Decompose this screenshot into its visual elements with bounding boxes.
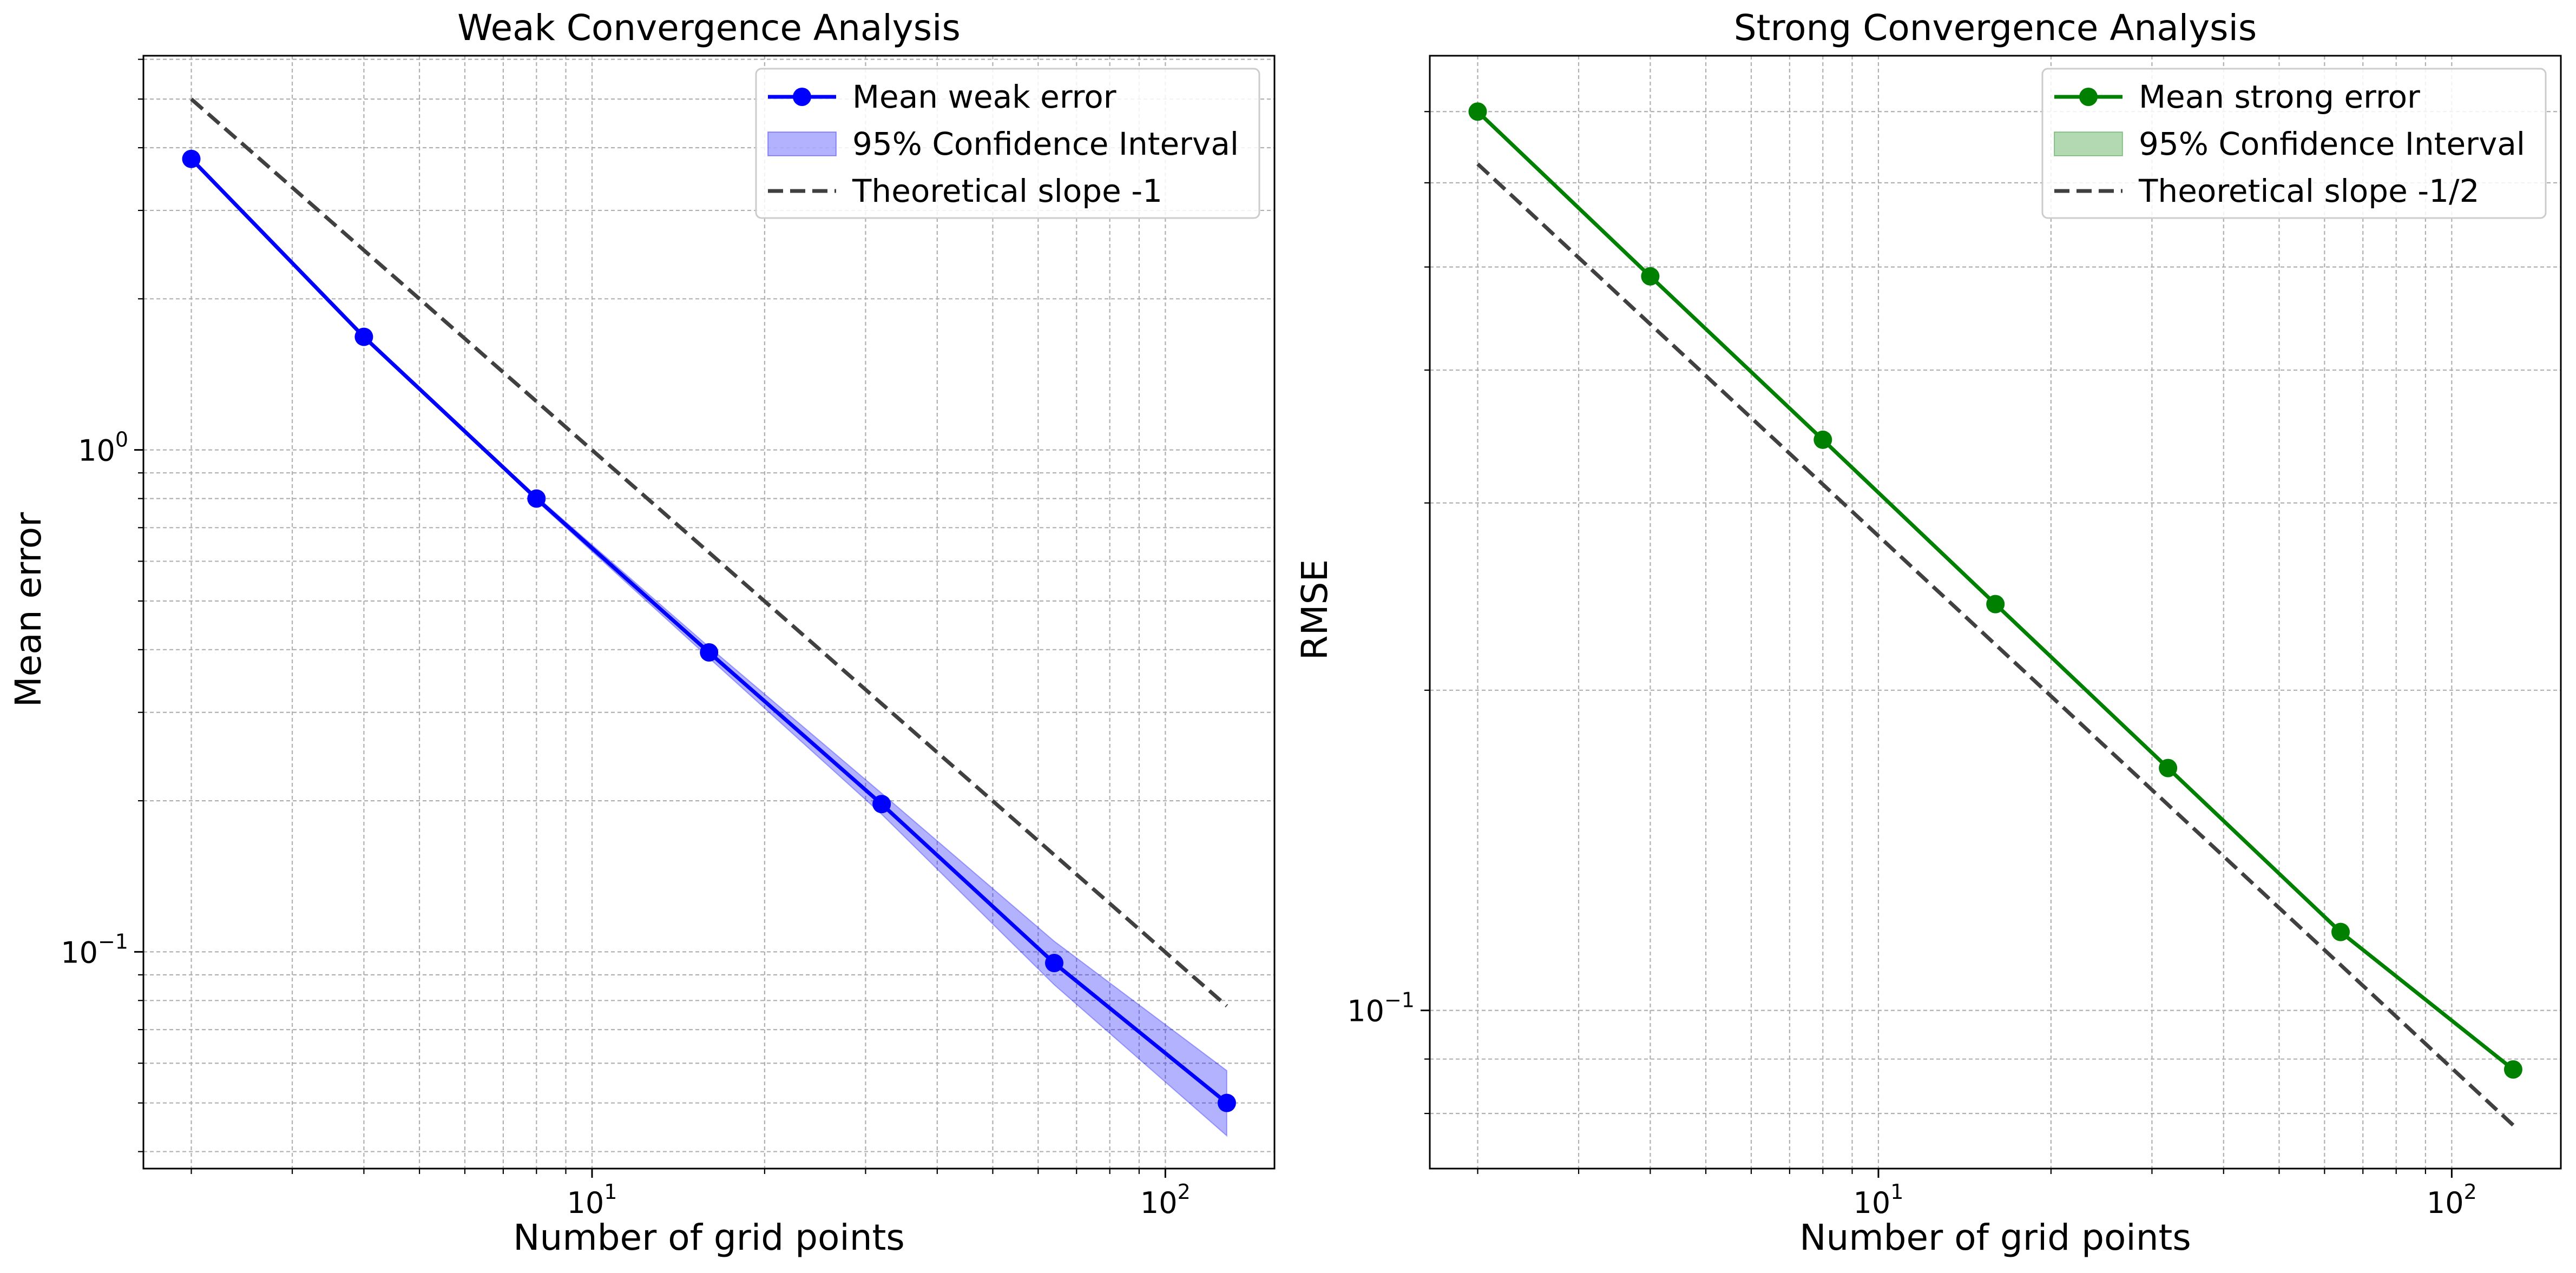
- y-tick-label: 10−1: [61, 929, 128, 969]
- data-point: [2331, 922, 2350, 941]
- data-point: [2503, 1060, 2522, 1079]
- legend-label: Theoretical slope -1/2: [2138, 173, 2479, 209]
- legend-handle-band: [2054, 131, 2123, 156]
- y-axis-label: RMSE: [1294, 559, 1336, 660]
- data-point: [872, 795, 891, 814]
- data-point: [1217, 1093, 1236, 1112]
- legend-box: [755, 68, 1260, 219]
- x-tick-label: 101: [1854, 1180, 1904, 1220]
- legend: Mean strong error 95% Confidence Interval…: [2041, 68, 2547, 219]
- y-axis-label: Mean error: [8, 512, 49, 707]
- data-point: [2159, 758, 2178, 777]
- chart-title: Strong Convergence Analysis: [1734, 7, 2257, 49]
- legend-handle-marker: [2079, 88, 2098, 106]
- data-point: [1045, 954, 1064, 973]
- legend-label: Theoretical slope -1: [852, 173, 1162, 209]
- legend-handle-marker: [793, 88, 811, 106]
- x-tick-label: 102: [2427, 1180, 2477, 1220]
- data-point: [700, 643, 719, 662]
- axes-frame: [1429, 55, 2562, 1170]
- legend-label: 95% Confidence Interval: [852, 126, 1239, 162]
- legend: Mean weak error 95% Confidence Interval Th…: [755, 68, 1260, 219]
- legend-label: 95% Confidence Interval: [2139, 126, 2525, 162]
- theoretical-slope-line: [1476, 162, 2515, 1127]
- x-axis-label: Number of grid points: [1799, 1217, 2191, 1258]
- x-axis-label: Number of grid points: [513, 1217, 905, 1258]
- axes-frame: [142, 55, 1276, 1170]
- y-tick-label: 100: [78, 428, 128, 468]
- weak-convergence-panel: Weak Convergence Analysis Number of grid…: [8, 7, 1276, 1258]
- data-point: [1468, 102, 1487, 121]
- legend-box: [2041, 68, 2547, 219]
- data-point: [182, 149, 201, 168]
- data-point: [527, 489, 546, 508]
- theoretical-slope-line: [190, 97, 1228, 1008]
- grid: [1430, 56, 2561, 1169]
- strong-convergence-panel: Strong Convergence Analysis Number of gr…: [1294, 7, 2562, 1258]
- legend-handle-band: [767, 131, 837, 156]
- data-point: [1813, 430, 1832, 449]
- legend-label: Mean strong error: [2139, 78, 2420, 115]
- y-tick-label: 10−1: [1347, 988, 1415, 1028]
- chart-title: Weak Convergence Analysis: [457, 7, 961, 49]
- x-tick-label: 101: [567, 1180, 617, 1220]
- data-point: [1641, 267, 1660, 286]
- legend-label: Mean weak error: [852, 78, 1116, 115]
- data-point: [354, 327, 373, 346]
- x-tick-label: 102: [1140, 1180, 1191, 1220]
- data-point: [1986, 595, 2005, 614]
